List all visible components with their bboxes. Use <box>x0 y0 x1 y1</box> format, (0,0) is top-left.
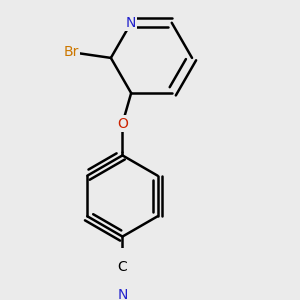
Text: N: N <box>126 16 136 30</box>
Text: C: C <box>118 260 127 274</box>
Text: N: N <box>117 287 128 300</box>
Text: O: O <box>117 116 128 130</box>
Text: Br: Br <box>63 45 79 59</box>
